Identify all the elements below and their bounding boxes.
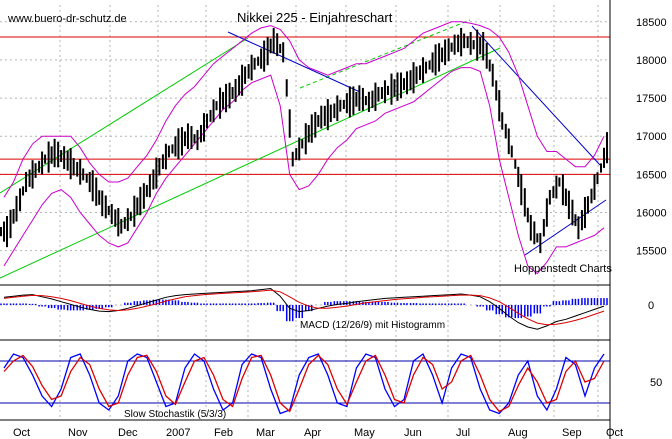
x-tick-label: Jul	[456, 427, 470, 439]
x-tick-label: Jun	[404, 427, 422, 439]
x-tick-label: Feb	[214, 427, 233, 439]
x-tick-label: Aug	[508, 427, 528, 439]
macd-panel	[0, 287, 610, 330]
trend-line	[471, 25, 601, 166]
x-tick-label: Apr	[304, 427, 321, 439]
x-tick-label: Oct	[13, 427, 30, 439]
stoch-y-tick: 50	[650, 377, 662, 389]
x-tick-label: Dec	[118, 427, 138, 439]
stochastic-label: Slow Stochastik (5/3/3)	[124, 409, 226, 420]
channel-dashed-line	[299, 19, 471, 89]
x-tick-label: Mar	[256, 427, 275, 439]
source-label: Hoppenstedt Charts	[514, 263, 612, 275]
y-tick-label: 17500	[636, 93, 667, 105]
macd-y-tick: 0	[648, 300, 654, 312]
channel-lower-line	[0, 47, 501, 279]
bollinger-lower	[3, 67, 605, 275]
y-tick-label: 17000	[636, 131, 667, 143]
stoch-d-line	[3, 354, 605, 413]
overlay-lines	[0, 19, 610, 279]
y-tick-label: 16000	[636, 208, 667, 220]
price-bars	[0, 27, 608, 254]
x-tick-label: May	[354, 427, 375, 439]
macd-signal-line	[3, 289, 605, 326]
x-tick-label: Oct	[606, 427, 623, 439]
macd-line	[3, 287, 605, 330]
bollinger-upper	[3, 21, 605, 198]
chart-title: Nikkei 225 - Einjahreschart	[237, 10, 393, 25]
x-tick-label: Nov	[68, 427, 88, 439]
macd-label: MACD (12/26/9) mit Histogramm	[300, 320, 445, 331]
y-tick-label: 18500	[636, 17, 667, 29]
x-tick-label: 2007	[166, 427, 190, 439]
trend-line	[524, 199, 607, 256]
y-tick-label: 15500	[636, 246, 667, 258]
stochastic-panel	[0, 353, 610, 415]
x-tick-label: Sep	[562, 427, 582, 439]
website-label: www.buero-dr-schutz.de	[7, 13, 127, 25]
y-tick-label: 18000	[636, 55, 667, 67]
trend-line	[227, 31, 361, 93]
y-tick-label: 16500	[636, 169, 667, 181]
